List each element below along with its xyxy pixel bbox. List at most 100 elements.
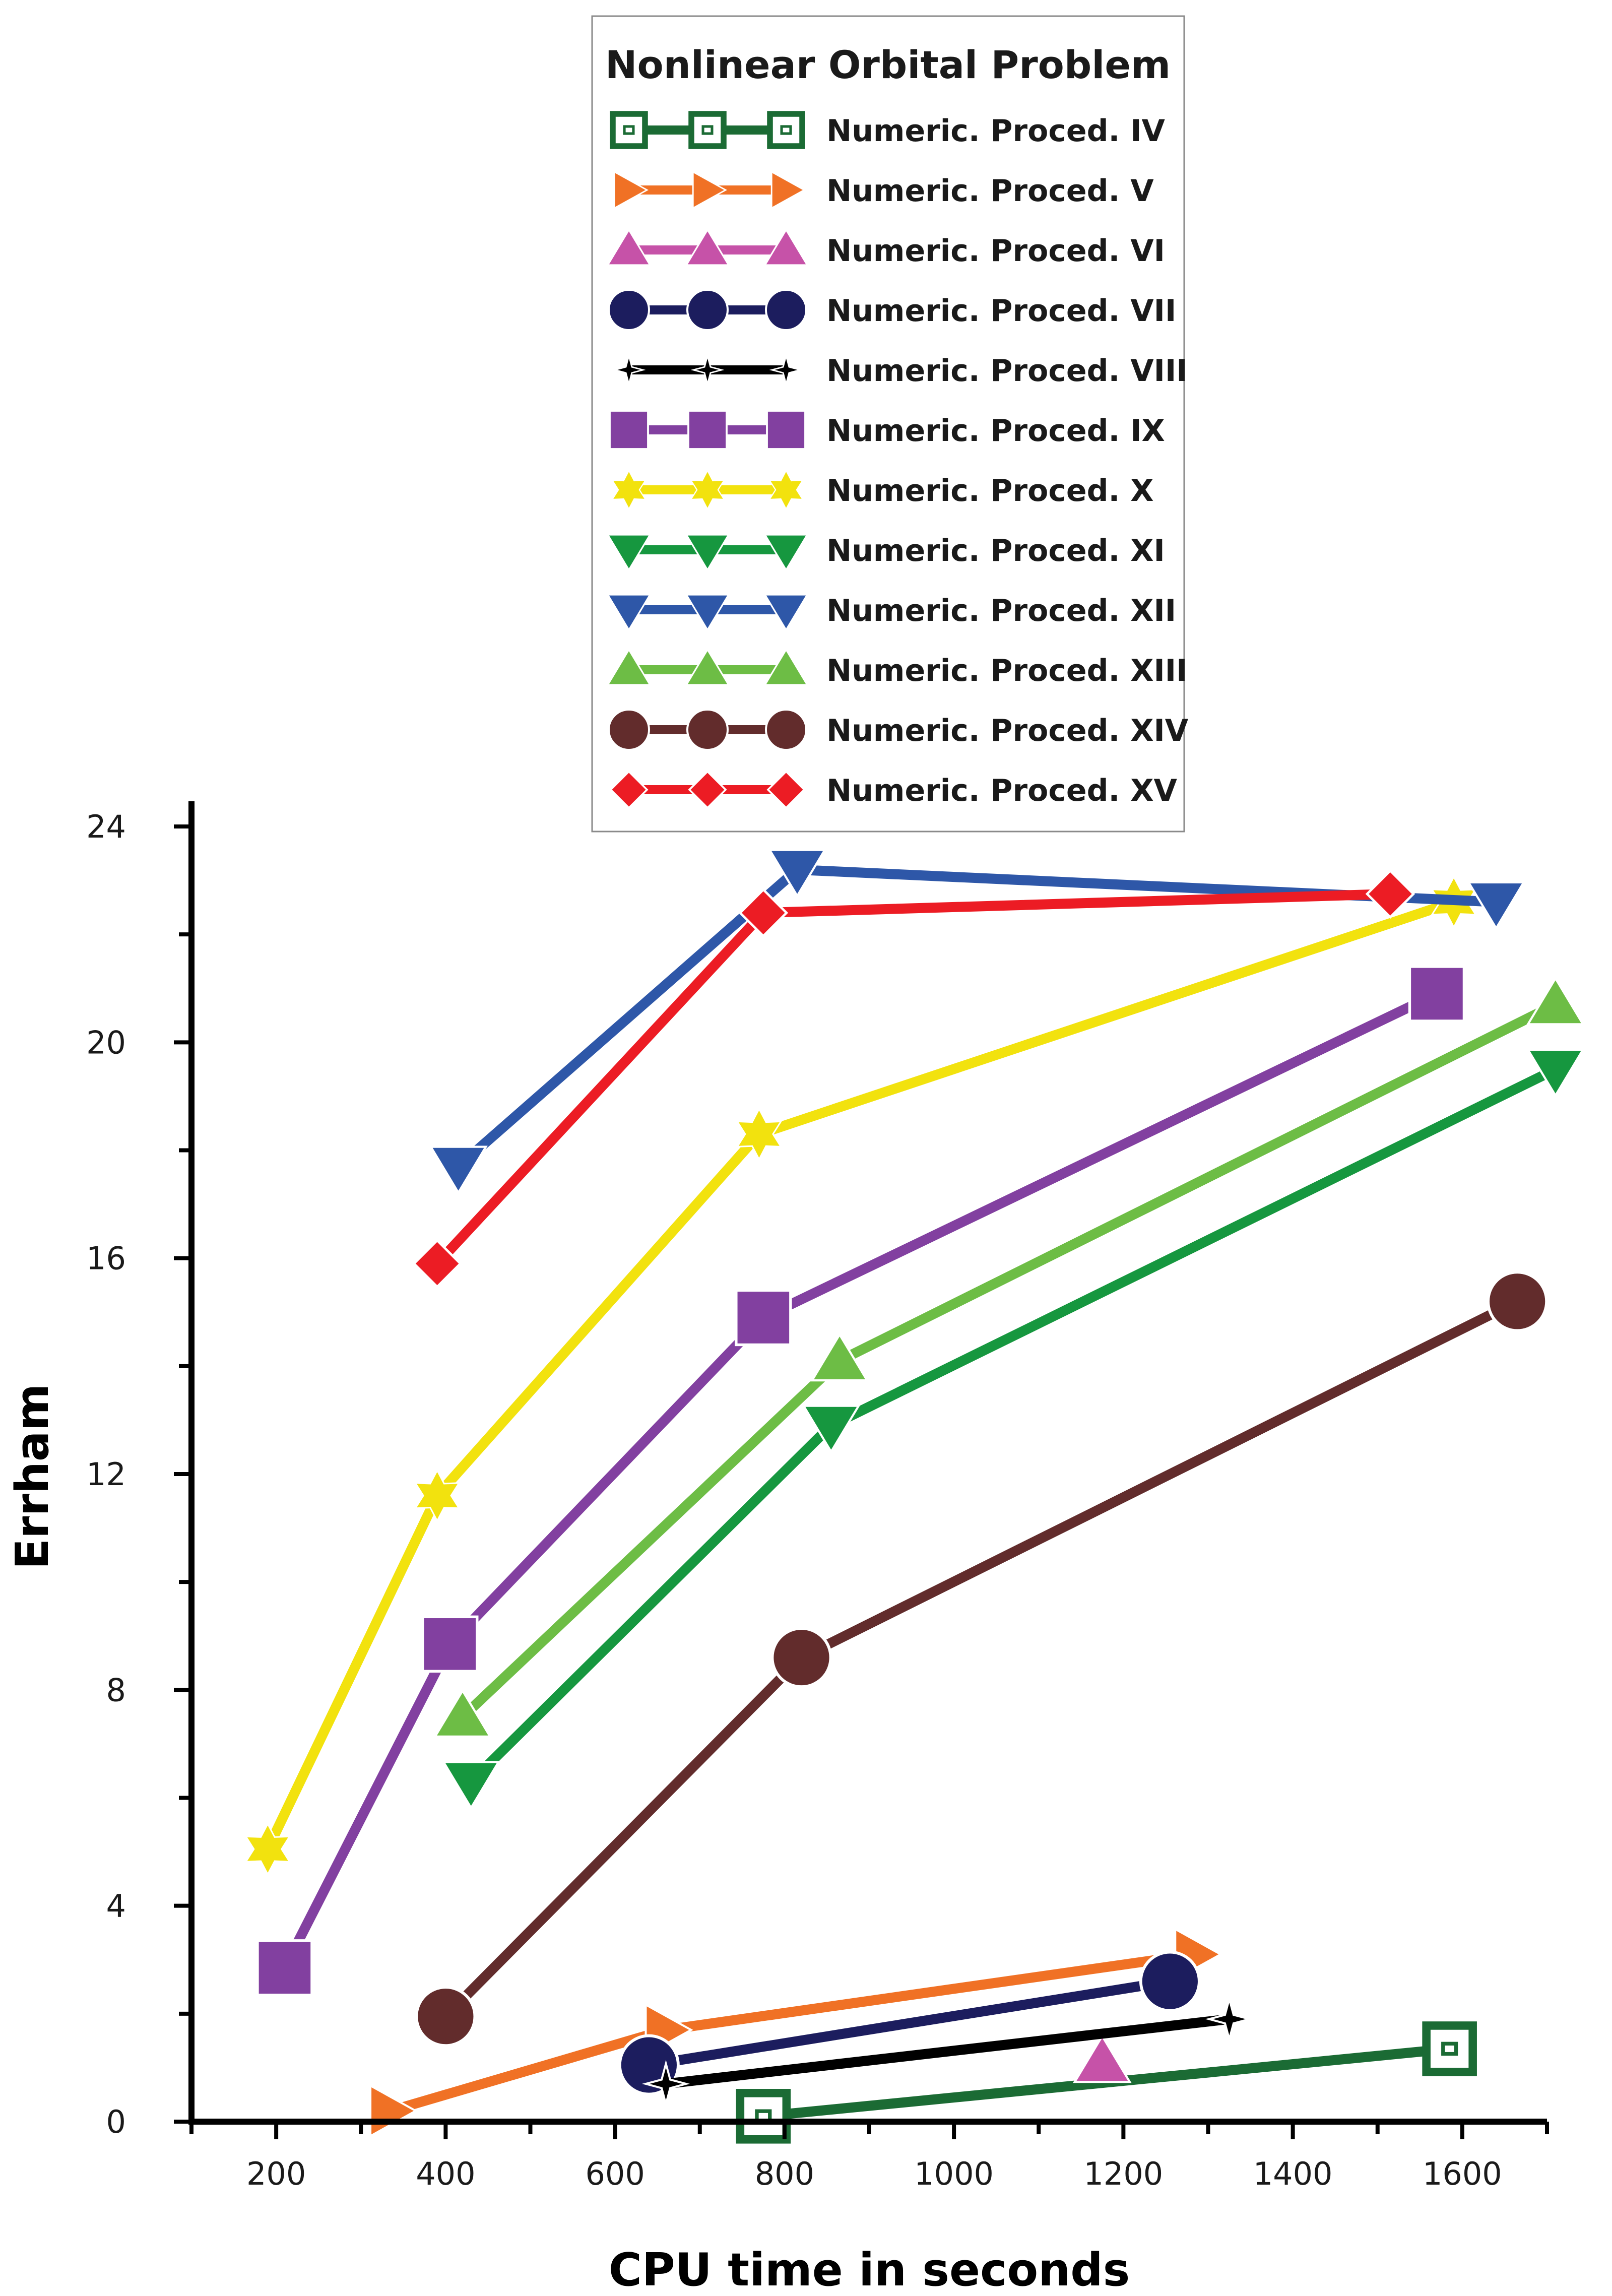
legend-marker-vii [765,289,807,331]
legend-marker-vii [686,289,729,331]
y-tick-label: 12 [86,1456,126,1493]
data-point-xiii [433,1688,492,1738]
data-point-vii [1139,1950,1201,2012]
legend-entry-x: Numeric. Proced. X [611,469,1153,511]
data-point-xii [1466,881,1526,930]
data-point-xii [429,1145,488,1195]
legend-label-iv: Numeric. Proced. IV [826,113,1166,149]
series-xv [412,869,1415,1289]
legend-entry-vi: Numeric. Proced. VI [606,228,1165,269]
data-point-ix [256,1939,313,1997]
legend-marker-ix [766,410,806,450]
legend-marker-viii [690,353,725,387]
legend-entry-viii: Numeric. Proced. VIII [612,353,1188,389]
legend-marker-v [770,170,806,210]
x-tick-label: 1400 [1253,2155,1333,2192]
series-xiv [415,1270,1549,2048]
series-line-xi [466,1064,1561,1787]
legend-label-xi: Numeric. Proced. XI [826,533,1165,568]
legend-marker-viii [612,353,646,387]
data-point-xii [767,849,827,898]
data-point-ix [421,1615,479,1673]
series-line-viii [661,2014,1235,2089]
x-tick-label: 400 [416,2155,475,2192]
series-line-vii [643,1976,1175,2070]
data-point-x [736,1107,783,1161]
data-point-ix [1408,965,1466,1023]
y-tick-label: 16 [86,1240,126,1277]
y-axis-label: Errham [6,1384,59,1570]
legend-label-xii: Numeric. Proced. XII [826,593,1176,628]
data-point-iv [1422,2021,1477,2076]
y-tick-label: 24 [86,808,126,845]
data-point-xiv [770,1627,832,1688]
legend-entry-ix: Numeric. Proced. IX [609,410,1165,450]
legend-marker-v [692,170,727,210]
data-point-xv [1365,869,1415,919]
legend-marker-vi [763,228,809,266]
series-line-x [263,897,1459,1855]
legend-label-xiv: Numeric. Proced. XIV [826,713,1189,748]
data-point-viii [641,2060,690,2108]
data-point-v [369,2084,418,2138]
x-tick-label: 800 [755,2155,814,2192]
legend-label-vi: Numeric. Proced. VI [826,233,1165,269]
legend-marker-vi [685,228,730,266]
legend-marker-xi [606,534,652,572]
legend-label-xv: Numeric. Proced. XV [826,773,1177,808]
legend-marker-vii [608,289,650,331]
legend-label-x: Numeric. Proced. X [826,473,1153,508]
series-line-xiv [440,1296,1523,2022]
legend-marker-xv [609,770,649,809]
data-point-xiv [415,1986,477,2048]
series-line-xii [453,864,1502,1172]
legend-marker-xi [685,534,730,572]
legend-label-vii: Numeric. Proced. VII [826,293,1176,329]
legend-marker-xiii [763,648,809,686]
x-tick-label: 1000 [914,2155,994,2192]
series-line-ix [279,989,1442,1973]
data-point-x [244,1822,291,1876]
legend-marker-viii [769,353,803,387]
y-tick-label: 8 [106,1672,126,1708]
data-point-xi [802,1405,861,1454]
legend-marker-ix [609,410,649,450]
y-tick-label: 20 [86,1024,126,1061]
legend-marker-v [613,170,649,210]
chart-title: Nonlinear Orbital Problem [605,42,1171,87]
legend-marker-xiv [686,709,729,751]
legend-marker-xv [688,770,727,809]
legend-marker-xiii [685,648,730,686]
series-xi [441,1048,1585,1810]
series-viii [641,1995,1254,2108]
legend-marker-xv [766,770,806,809]
legend-marker-iv [688,111,727,149]
legend-marker-ix [687,410,728,450]
legend-marker-xii [763,594,809,632]
data-point-xiii [1526,976,1585,1026]
legend-marker-xiii [606,648,652,686]
legend-marker-xiv [765,709,807,751]
series-xii [429,849,1526,1195]
x-tick-label: 1200 [1083,2155,1163,2192]
legend-marker-x [611,469,647,511]
data-point-viii [1205,1995,1254,2044]
legend-label-v: Numeric. Proced. V [826,173,1154,209]
series-xiii [433,976,1585,1738]
legend-marker-x [689,469,726,511]
series-ix [256,965,1466,1997]
legend-marker-xiv [608,709,650,751]
legend-entry-iv: Numeric. Proced. IV [610,111,1166,149]
legend-marker-x [768,469,804,511]
data-point-xv [738,888,789,938]
data-point-x [414,1469,461,1523]
legend-entry-xiii: Numeric. Proced. XIII [606,648,1187,688]
x-tick-label: 600 [585,2155,644,2192]
data-point-xiii [810,1332,869,1382]
data-point-xv [412,1239,462,1289]
legend-entry-v: Numeric. Proced. V [613,170,1154,210]
legend-marker-vi [606,228,652,266]
x-tick-label: 1600 [1423,2155,1502,2192]
